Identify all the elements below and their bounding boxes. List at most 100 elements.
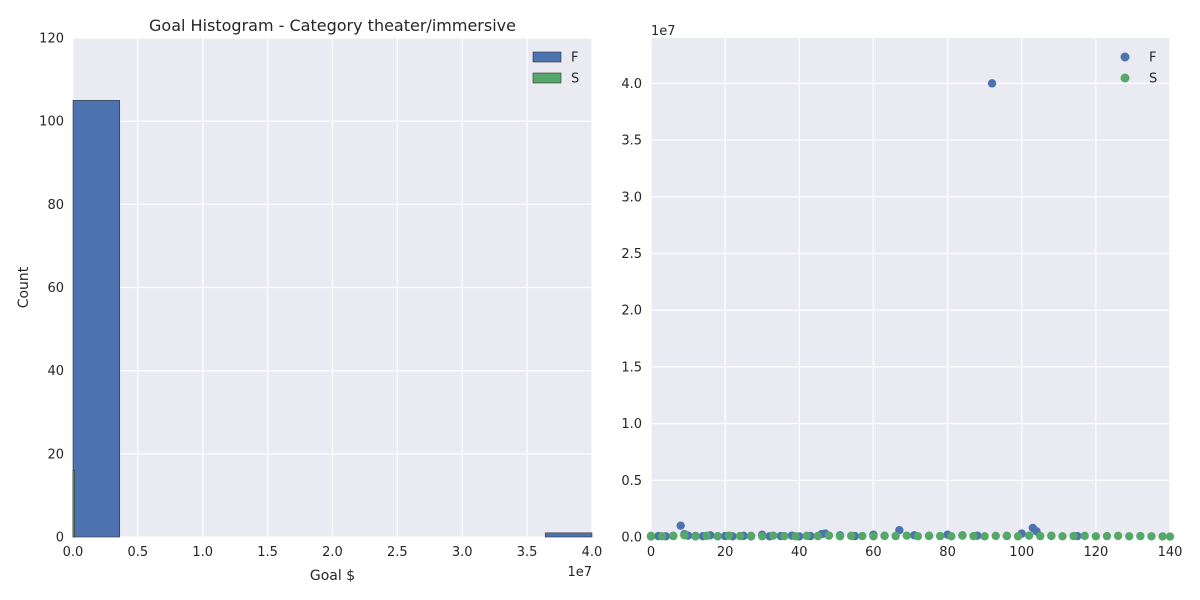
scatter-point-s	[1102, 531, 1112, 541]
legend-swatch-s	[532, 72, 562, 84]
scatter-point-s	[969, 531, 978, 541]
scatter-point-s	[1125, 532, 1134, 541]
scatter-point-s	[1158, 532, 1167, 541]
scatter-point-s	[735, 531, 745, 541]
c1-x-tick-label: 40	[791, 545, 808, 560]
scatter-point-s	[1024, 531, 1034, 540]
histogram-y-ticks: 0 20 40 60 80 100 120	[39, 32, 64, 546]
c1-y-tick-label: 4.0	[621, 77, 642, 92]
legend-swatch-f	[532, 51, 562, 63]
c0-x-tick-label: 1.0	[192, 545, 213, 560]
histogram-grid	[72, 37, 593, 538]
scatter-point-s	[1013, 532, 1023, 541]
c1-x-tick-label: 60	[865, 545, 882, 560]
c1-x-tick-label: 100	[1009, 545, 1034, 560]
scatter-point-s	[824, 531, 834, 540]
scatter-point-s	[880, 531, 889, 541]
scatter-point-s	[1058, 532, 1067, 541]
scatter-point-f	[987, 79, 997, 88]
legend-label-s: S	[571, 72, 579, 87]
c0-x-tick-label: 1.5	[257, 545, 278, 560]
scatter-legend: FS	[1120, 51, 1157, 87]
scatter-points	[646, 79, 1175, 541]
c0-y-tick-label: 60	[47, 281, 64, 296]
scatter-point-s	[958, 531, 967, 540]
c0-x-tick-label: 4.0	[582, 545, 603, 560]
scatter-point-s	[891, 531, 900, 541]
scatter-x-ticks: 0 20 40 60 80 100 120 140	[647, 545, 1183, 560]
histogram-x-axis-label: Goal $	[310, 568, 355, 584]
scatter-point-s	[1002, 531, 1012, 541]
scatter-point-s	[980, 532, 989, 541]
c1-y-tick-label: 1.0	[621, 417, 642, 432]
scatter-point-s	[858, 531, 867, 541]
c1-x-tick-label: 20	[717, 545, 734, 560]
scatter-chart: 0 20 40 60 80 100 120 140 0.0 0.5 1.0 1.5 2.0 2.5 3.0…	[621, 24, 1182, 560]
scatter-point-s	[991, 531, 1000, 541]
c0-x-tick-label: 0.5	[128, 545, 149, 560]
c0-x-tick-label: 0.0	[63, 545, 84, 560]
scatter-point-s	[769, 531, 778, 540]
histogram-title: Goal Histogram - Category theater/immers…	[149, 16, 516, 35]
scatter-point-s	[913, 532, 923, 541]
scatter-point-s	[680, 531, 689, 540]
scatter-point-s	[835, 532, 845, 541]
scatter-point-s	[924, 531, 934, 541]
c0-y-tick-label: 40	[47, 364, 64, 379]
c1-y-tick-label: 1.5	[621, 360, 642, 375]
c1-x-tick-label: 80	[939, 545, 956, 560]
scatter-point-s	[1113, 531, 1123, 541]
c0-x-tick-label: 3.0	[452, 545, 473, 560]
scatter-point-s	[791, 532, 800, 541]
c0-y-tick-label: 80	[47, 198, 64, 213]
histogram-legend: FS	[532, 51, 579, 87]
scatter-point-s	[1091, 532, 1101, 541]
scatter-point-s	[1136, 531, 1145, 541]
c0-y-tick-label: 20	[47, 447, 64, 462]
scatter-point-s	[669, 531, 678, 541]
scatter-point-s	[702, 531, 711, 541]
c0-x-tick-label: 2.0	[322, 545, 343, 560]
legend-label-f: F	[1149, 51, 1156, 66]
histogram-chart: 0.0 0.5 1.0 1.5 2.0 2.5 3.0 3.5 4.0 0 20 40 60 80 100…	[16, 16, 602, 584]
scatter-point-s	[1080, 531, 1089, 541]
c0-y-tick-label: 100	[39, 115, 64, 130]
histogram-y-axis-label: Count	[16, 266, 32, 308]
scatter-point-s	[869, 532, 878, 541]
scatter-y-ticks: 0.0 0.5 1.0 1.5 2.0 2.5 3.0 3.5 4.0	[621, 77, 642, 546]
scatter-point-s	[1036, 531, 1045, 541]
scatter-point-f	[676, 521, 685, 530]
scatter-point-s	[947, 532, 956, 541]
c0-x-tick-label: 3.5	[517, 545, 538, 560]
scatter-point-s	[1165, 532, 1175, 541]
c0-y-tick-label: 120	[39, 32, 64, 47]
histogram-x-ticks: 0.0 0.5 1.0 1.5 2.0 2.5 3.0 3.5 4.0	[63, 545, 603, 560]
legend-label-f: F	[571, 51, 578, 66]
c1-x-tick-label: 0	[647, 545, 655, 560]
legend-label-s: S	[1149, 72, 1157, 87]
scatter-point-s	[646, 531, 656, 541]
c0-x-tick-label: 2.5	[387, 545, 408, 560]
legend-marker-s	[1120, 73, 1130, 83]
scatter-point-s	[1069, 531, 1078, 541]
c1-y-tick-label: 2.0	[621, 304, 642, 319]
scatter-point-s	[846, 531, 856, 541]
scatter-point-s	[713, 532, 722, 541]
scatter-plot-area	[651, 38, 1170, 537]
scatter-point-s	[1147, 532, 1156, 541]
histogram-bar-s	[72, 470, 75, 538]
scatter-point-s	[902, 531, 911, 540]
histogram-bar-f	[544, 532, 593, 538]
c1-y-tick-label: 0.5	[621, 474, 642, 489]
scatter-point-s	[758, 532, 767, 541]
c1-x-tick-label: 120	[1083, 545, 1108, 560]
histogram-x-offset-label: 1e7	[567, 565, 592, 580]
c1-y-tick-label: 0.0	[621, 531, 642, 546]
scatter-y-offset-label: 1e7	[651, 24, 676, 39]
scatter-point-s	[691, 532, 700, 541]
scatter-point-s	[935, 531, 945, 541]
scatter-point-s	[802, 531, 811, 541]
scatter-point-s	[657, 532, 667, 541]
c1-x-tick-label: 140	[1158, 545, 1183, 560]
